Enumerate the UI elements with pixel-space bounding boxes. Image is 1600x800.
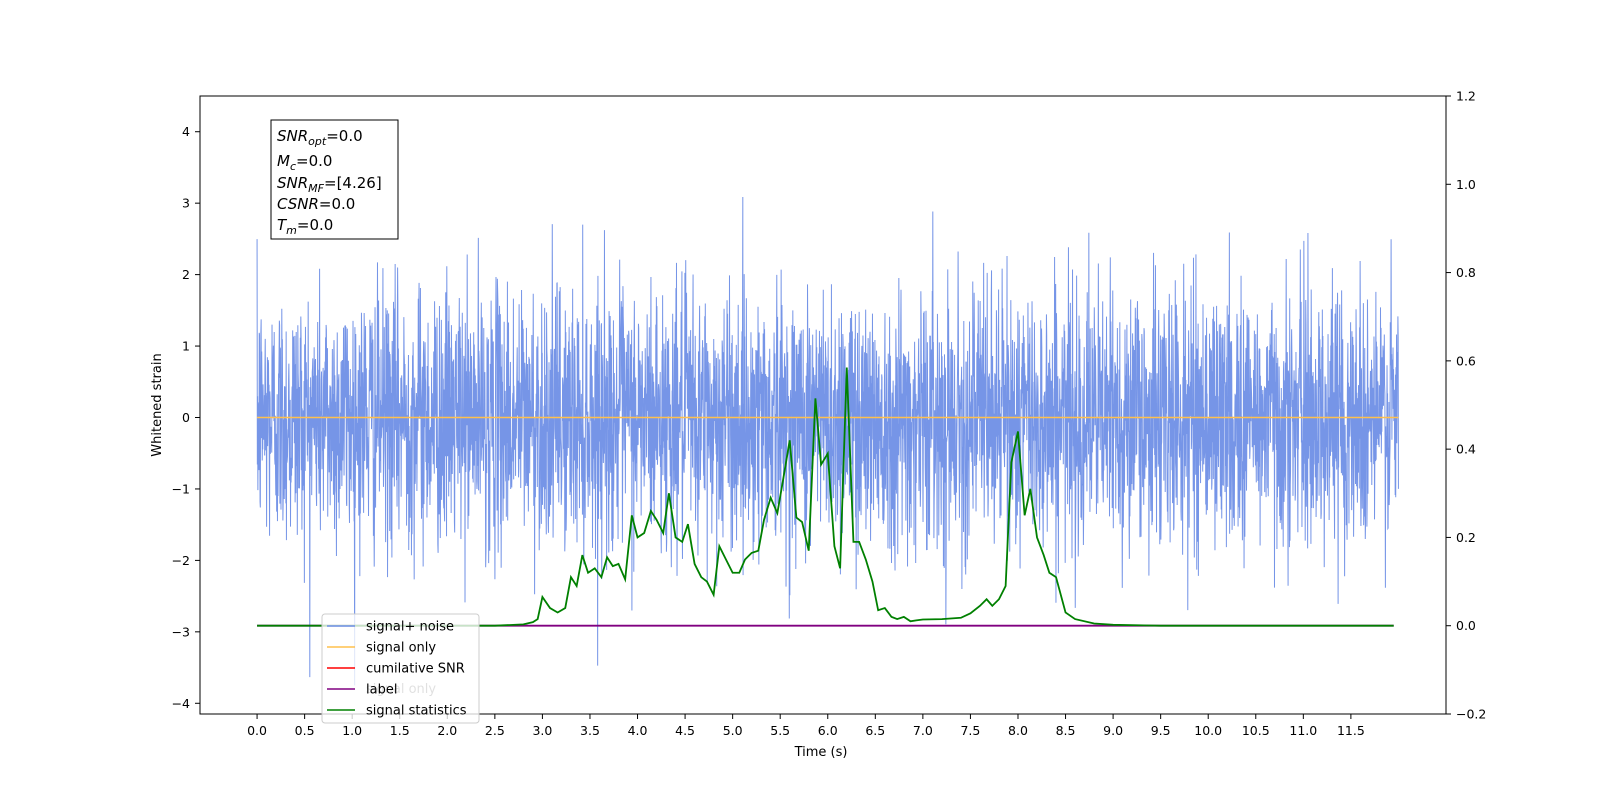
x-tick-label: 10.5 [1242, 723, 1270, 738]
x-tick-label: 9.0 [1103, 723, 1123, 738]
annotation-line: Tm=0.0 [277, 216, 333, 237]
x-tick-label: 0.0 [247, 723, 267, 738]
x-tick-label: 5.5 [770, 723, 790, 738]
y-tick-label: −3 [172, 624, 190, 639]
x-axis: 0.0 0.5 1.0 1.5 2.0 2.5 3.0 3.5 4.0 4.5 5.0 5.5 6.0 6… [247, 714, 1365, 738]
annotation-line: Mc=0.0 [277, 152, 332, 173]
x-tick-label: 3.5 [580, 723, 600, 738]
x-tick-label: 10.0 [1194, 723, 1222, 738]
x-tick-label: 7.5 [960, 723, 980, 738]
annotation-frame [270, 119, 399, 240]
y-tick-label: 4 [182, 124, 190, 139]
y2-tick-label: 0.4 [1456, 442, 1476, 457]
x-tick-label: 4.5 [675, 723, 695, 738]
y-axis-label: Whitened strain [150, 353, 165, 456]
x-tick-label: 11.0 [1289, 723, 1317, 738]
annotation-line: CSNR=0.0 [277, 195, 355, 213]
y-tick-label: −2 [172, 553, 190, 568]
y-tick-label: −1 [172, 481, 190, 496]
legend-item-label: label [366, 683, 397, 698]
x-tick-label: 3.0 [532, 723, 552, 738]
y-tick-label: 2 [182, 267, 190, 282]
x-tick-label: 11.5 [1337, 723, 1365, 738]
y2-tick-label: 1.0 [1456, 177, 1476, 192]
x-tick-label: 1.5 [390, 723, 410, 738]
y2-tick-label: 0.8 [1456, 265, 1476, 280]
plot-area [256, 196, 1399, 686]
y-axis-left: 4 3 2 1 0 −1 −2 −3 −4 [172, 124, 200, 711]
x-tick-label: 6.0 [818, 723, 838, 738]
annotation-line: SNRopt=0.0 [277, 127, 363, 148]
x-tick-label: 1.0 [342, 723, 362, 738]
x-tick-label: 2.5 [485, 723, 505, 738]
legend-item-label: cumilative SNR [366, 662, 465, 677]
x-tick-label: 5.0 [723, 723, 743, 738]
y2-tick-label: −0.2 [1456, 707, 1486, 722]
x-tick-label: 4.0 [628, 723, 648, 738]
legend-item-label: signal statistics [366, 704, 467, 719]
x-tick-label: 8.5 [1056, 723, 1076, 738]
x-tick-label: 8.0 [1008, 723, 1028, 738]
x-tick-label: 7.0 [913, 723, 933, 738]
x-tick-label: 9.5 [1151, 723, 1171, 738]
x-axis-label: Time (s) [794, 745, 848, 760]
y2-tick-label: 0.6 [1456, 353, 1476, 368]
series-line-signal-noise [256, 196, 1399, 686]
y-tick-label: 1 [182, 339, 190, 354]
x-tick-label: 6.5 [865, 723, 885, 738]
y2-tick-label: 0.2 [1456, 530, 1476, 545]
legend-item-label: signal+ noise [366, 620, 454, 635]
y2-tick-label: 0.0 [1456, 618, 1476, 633]
y2-tick-label: 1.2 [1456, 89, 1476, 104]
legend-frame [321, 613, 480, 724]
y-tick-label: 0 [182, 410, 190, 425]
y-axis-right: 1.2 1.0 0.8 0.6 0.4 0.2 0.0 −0.2 [1446, 89, 1486, 722]
x-tick-label: 0.5 [295, 723, 315, 738]
y-tick-label: 3 [182, 196, 190, 211]
legend-item-label: signal only [366, 641, 436, 656]
x-tick-label: 2.0 [437, 723, 457, 738]
annotation-line: SNRMF=[4.26] [277, 174, 382, 195]
series-line-signal-statistics [257, 367, 1394, 627]
plot-frame [199, 95, 1447, 715]
y-tick-label: −4 [172, 696, 190, 711]
